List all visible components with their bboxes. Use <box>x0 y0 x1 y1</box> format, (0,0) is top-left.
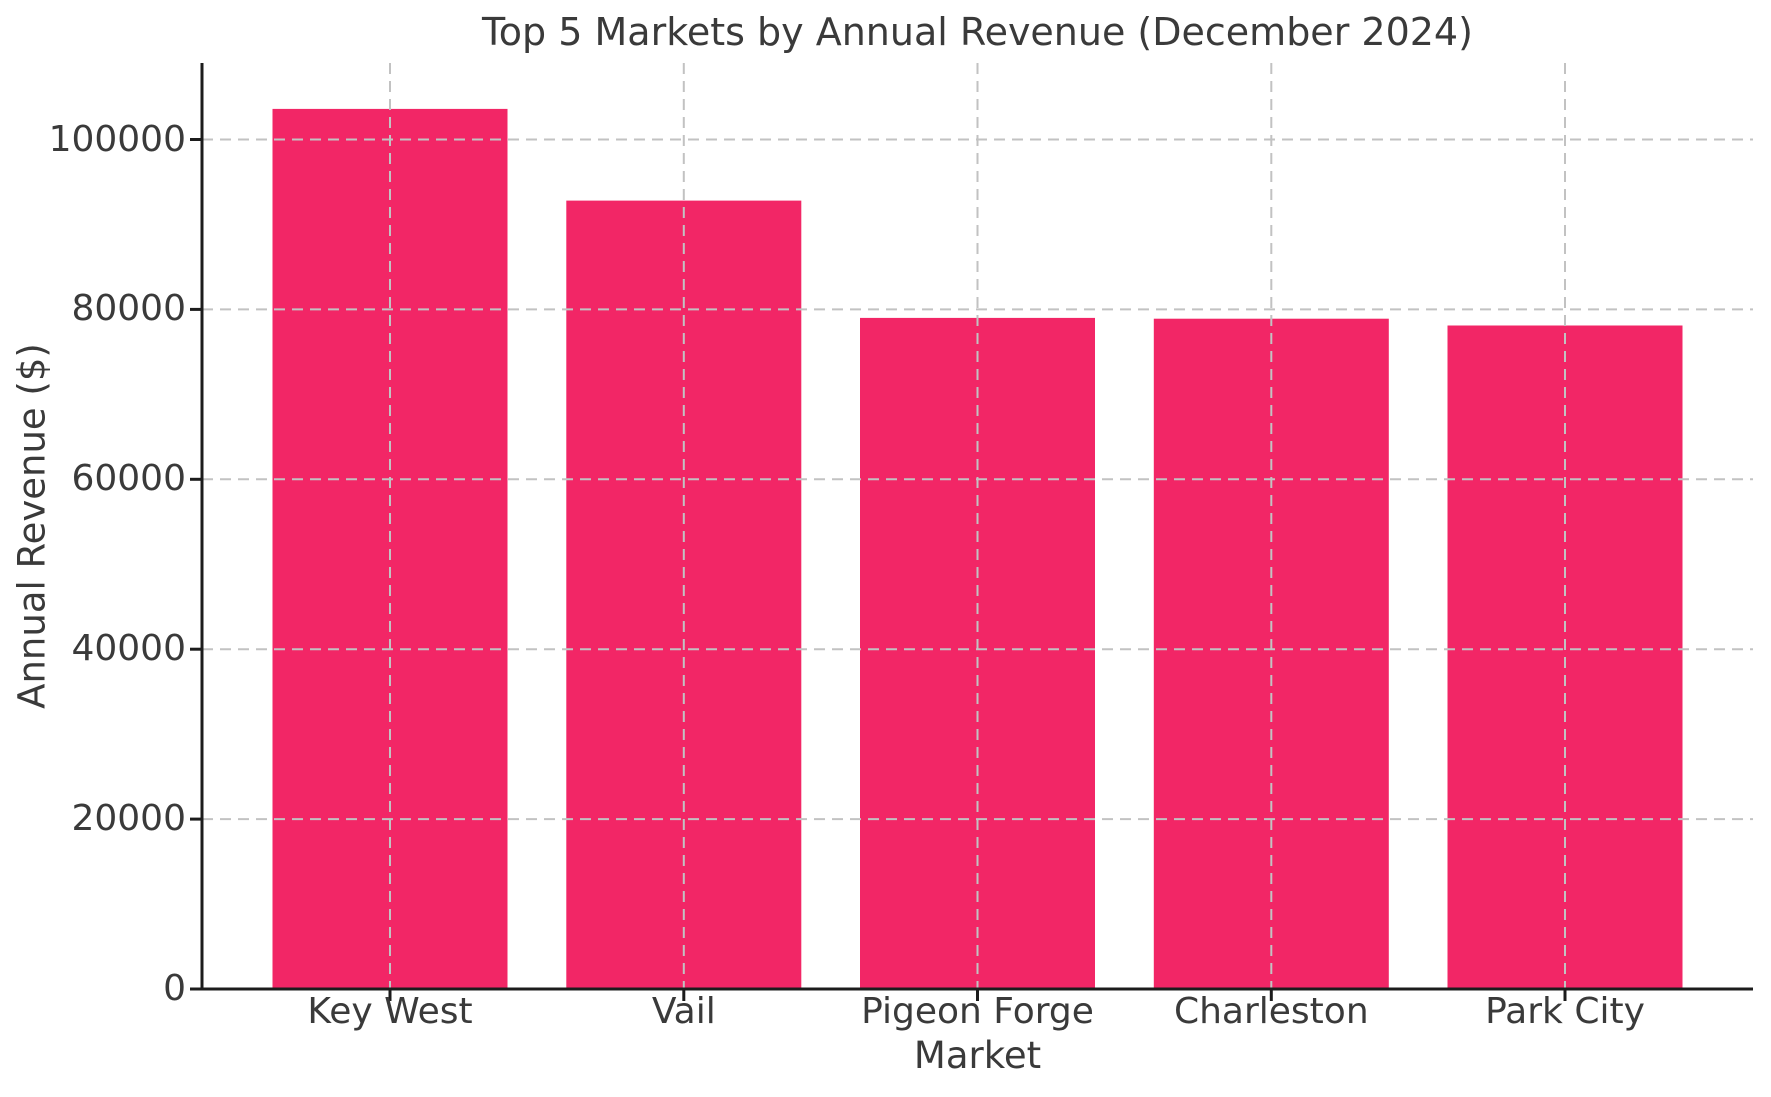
y-tick-label: 40000 <box>71 628 186 670</box>
x-tick-label: Key West <box>307 991 473 1032</box>
y-tick-label: 80000 <box>71 288 186 330</box>
bar-pigeon-forge <box>860 317 1095 989</box>
y-tick-label: 100000 <box>48 118 186 160</box>
x-axis-label: Market <box>913 1034 1042 1077</box>
x-tick-label: Pigeon Forge <box>861 991 1094 1032</box>
bar-charleston <box>1153 318 1389 989</box>
x-tick-label: Vail <box>651 991 716 1032</box>
y-tick-label: 0 <box>163 968 186 1009</box>
chart-title: Top 5 Markets by Annual Revenue (Decembe… <box>482 10 1473 54</box>
x-tick-label: Charleston <box>1173 991 1369 1032</box>
x-tick-label: Park City <box>1485 991 1645 1032</box>
y-tick-label: 20000 <box>71 798 186 840</box>
y-tick-label: 60000 <box>71 458 186 500</box>
